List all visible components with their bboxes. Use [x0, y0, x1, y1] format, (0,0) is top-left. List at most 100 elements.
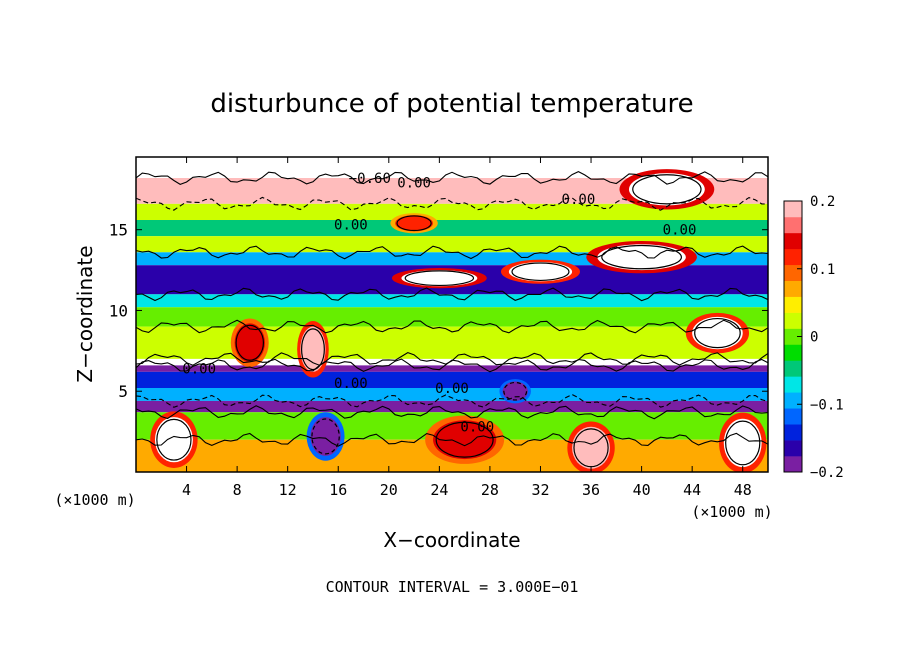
colorbar-tick-label-4: −0.2: [810, 465, 844, 481]
x-tick-label-8: 36: [582, 481, 600, 499]
contour-line-4: [136, 319, 768, 334]
heat-blob-core-12: [628, 173, 705, 206]
colorbar-swatch-12: [784, 264, 802, 282]
x-tick-label-5: 24: [430, 481, 448, 499]
contour-label-3: 0.00: [334, 218, 368, 234]
colorbar-swatch-4: [784, 392, 802, 409]
colorbar-swatch-10: [784, 296, 802, 313]
contour-ring-7: [435, 421, 494, 458]
colorbar-swatch-5: [784, 376, 802, 393]
plot-frame: [135, 156, 769, 473]
contour-ring-2: [601, 244, 683, 270]
heat-blob-core-1: [508, 262, 573, 282]
contour-interval-footer: CONTOUR INTERVAL = 3.000E−01: [326, 578, 579, 596]
colorbar-swatch-6: [784, 360, 802, 377]
colorbar-swatch-9: [784, 312, 802, 329]
heat-blob-core-7: [433, 420, 497, 460]
contour-label-4: 0.00: [663, 223, 697, 239]
heat-blob-core-0: [401, 270, 478, 287]
contour-ring-5: [694, 317, 741, 349]
heat-band-14: [136, 400, 768, 413]
contour-label-8: 0.00: [334, 376, 368, 392]
x-tick-label-3: 16: [329, 481, 347, 499]
x-tick-label-1: 8: [233, 481, 242, 499]
x-tick-label-6: 28: [481, 481, 499, 499]
contour-ring-12: [632, 174, 702, 205]
colorbar-swatch-3: [784, 408, 802, 425]
colorbar-swatch-8: [784, 328, 802, 345]
contour-ring-4: [300, 328, 325, 371]
contour-label-1: 0.00: [397, 176, 431, 192]
heat-blob-core-8: [572, 426, 610, 469]
contour-line-6: [136, 358, 768, 373]
contour-line-1: [136, 196, 768, 211]
colorbar-swatch-1: [784, 440, 802, 457]
x-unit-right: (×1000 m): [691, 503, 772, 521]
heat-band-13: [136, 388, 768, 401]
colorbar-swatch-16: [784, 201, 802, 218]
heat-blob-core-3: [234, 323, 265, 363]
heat-blob-core-13: [395, 215, 434, 232]
contour-line-3: [136, 287, 768, 302]
heat-blob-core-6: [154, 417, 193, 463]
colorbar-swatch-7: [784, 344, 802, 361]
heat-blob-core-5: [692, 316, 743, 350]
contour-label-6: 0.00: [435, 381, 469, 397]
contour-ring-9: [725, 420, 761, 466]
colorbar-tick-label-2: 0: [810, 330, 818, 346]
y-axis-label: Z−coordinate: [73, 245, 97, 382]
y-tick-label-2: 15: [109, 221, 128, 240]
contour-lines: [136, 170, 768, 468]
y-axis-ticks: 5 10 15: [109, 221, 768, 401]
colorbar-swatch-11: [784, 280, 802, 297]
contour-ring-6: [156, 418, 192, 461]
y-tick-label-0: 5: [118, 382, 128, 401]
x-axis-label: X−coordinate: [383, 528, 520, 552]
heat-blob-core-11: [502, 381, 528, 401]
chart-title: disturbunce of potential temperature: [210, 89, 693, 119]
colorbar-swatch-2: [784, 424, 802, 441]
heat-band-0: [136, 157, 768, 178]
colorbar-tick-label-3: −0.1: [810, 397, 844, 413]
contour-line-7: [136, 393, 768, 408]
contour-ring-13: [396, 215, 432, 232]
x-tick-label-4: 20: [380, 481, 398, 499]
colorbar-tick-label-0: 0.2: [810, 194, 835, 210]
colorbar-swatch-0: [784, 456, 802, 473]
contour-line-2: [136, 245, 768, 260]
x-tick-label-2: 12: [279, 481, 297, 499]
x-tick-label-9: 40: [633, 481, 651, 499]
contour-line-5: [136, 351, 768, 366]
contour-ring-3: [235, 324, 265, 361]
heat-blob-core-10: [310, 417, 341, 456]
heat-band-3: [136, 220, 768, 237]
heat-band-12: [136, 371, 768, 388]
colorbar-swatch-13: [784, 248, 802, 266]
x-axis-ticks: 4 8 12 16 20 24 28 32 36 40 44 48: [182, 157, 752, 499]
contour-labels: −0.60 0.00 0.00 0.00 0.00 0.00 0.00 0.00 0.00: [182, 171, 696, 436]
heat-band-11: [136, 365, 768, 372]
y-tick-label-1: 10: [109, 301, 128, 320]
colorbar: 0.2 0.1 0 −0.1 −0.2: [783, 194, 844, 481]
heat-blob-core-4: [300, 326, 326, 372]
x-tick-label-7: 32: [531, 481, 549, 499]
x-tick-label-0: 4: [182, 481, 191, 499]
contour-ring-10: [311, 418, 340, 455]
contour-line-0: [136, 170, 768, 186]
heat-blob-core-2: [597, 244, 686, 271]
heat-blob-core-9: [723, 418, 762, 468]
contour-line-8: [136, 405, 768, 420]
heat-band-10: [136, 358, 768, 366]
contour-label-5: 0.00: [182, 361, 216, 377]
colorbar-swatch-15: [784, 216, 802, 234]
colorbar-swatch-14: [784, 232, 802, 250]
x-tick-label-11: 48: [734, 481, 752, 499]
heatmap-plot: [136, 157, 768, 472]
x-unit-left: (×1000 m): [54, 491, 135, 509]
x-tick-label-10: 44: [683, 481, 701, 499]
contour-ring-11: [503, 381, 528, 401]
contour-line-9: [136, 432, 768, 447]
contour-label-2: 0.00: [562, 192, 596, 208]
contour-label-7: 0.00: [460, 420, 494, 436]
